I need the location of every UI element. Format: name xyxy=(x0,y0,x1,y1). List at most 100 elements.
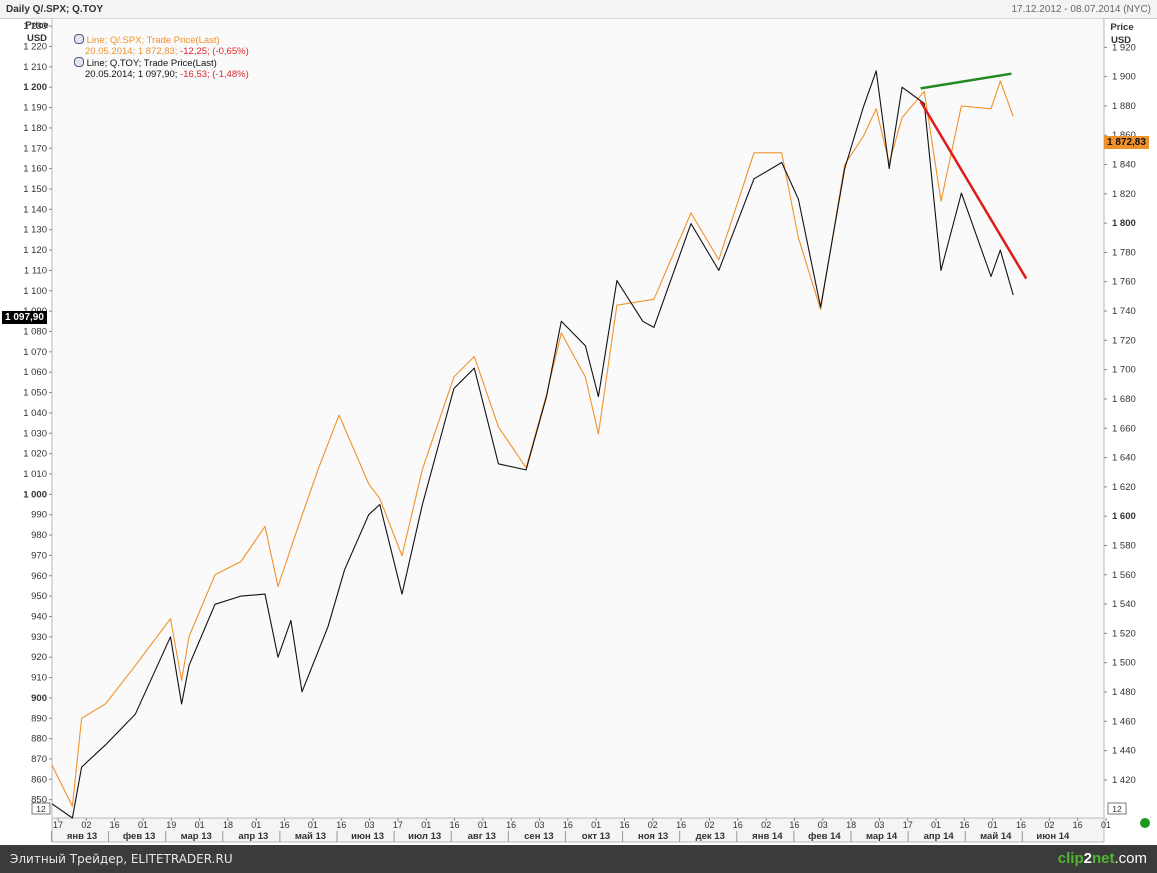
month-label: май 14 xyxy=(980,831,1012,842)
right-axis-unit: USD xyxy=(1111,35,1131,46)
x-tick-label: 02 xyxy=(81,820,91,830)
right-tick-label: 1 780 xyxy=(1112,247,1136,258)
legend-spx-change: -12,25; (-0,65%) xyxy=(180,46,249,57)
left-tick-label: 1 020 xyxy=(23,449,47,460)
legend-toy-change: -16,53; (-1,48%) xyxy=(180,69,249,80)
left-tick-label: 1 150 xyxy=(23,184,47,195)
left-corner-box xyxy=(31,802,51,815)
left-tick-label: 970 xyxy=(31,550,47,561)
left-tick-label: 1 070 xyxy=(23,347,47,358)
x-tick-label: 03 xyxy=(874,820,884,830)
month-label: окт 13 xyxy=(582,831,610,842)
x-tick-label: 01 xyxy=(308,820,318,830)
month-label: янв 14 xyxy=(752,831,783,842)
legend-spx-label: Line; Q/.SPX; Trade Price(Last) xyxy=(86,35,220,46)
right-tick-label: 1 880 xyxy=(1112,101,1136,112)
left-tick-label: 1 210 xyxy=(23,62,47,73)
x-tick-label: 16 xyxy=(733,820,743,830)
right-tick-label: 1 480 xyxy=(1112,687,1136,698)
x-tick-label: 01 xyxy=(478,820,488,830)
right-tick-label: 1 840 xyxy=(1112,160,1136,171)
legend-toy-label: Line; Q.TOY; Trade Price(Last) xyxy=(86,58,217,69)
month-label: июл 13 xyxy=(408,831,441,842)
month-label: янв 13 xyxy=(67,831,97,842)
x-tick-label: 01 xyxy=(988,820,998,830)
left-corner-label: 12 xyxy=(36,804,46,814)
x-tick-label: 03 xyxy=(535,820,545,830)
left-tick-label: 940 xyxy=(31,611,47,622)
month-label: фев 14 xyxy=(808,831,841,842)
left-axis: 850 860 870 880 890 900 910 920 930 940 950 960 970 9… xyxy=(23,21,52,806)
left-tick-label: 960 xyxy=(31,571,47,582)
month-label: апр 14 xyxy=(924,831,955,842)
status-indicator xyxy=(1140,818,1150,828)
legend-toy-values: 20.05.2014; 1 097,90; -16,53; (-1,48%) xyxy=(74,69,249,80)
left-tick-label: 1 170 xyxy=(23,143,47,154)
x-tick-label: 02 xyxy=(648,820,658,830)
left-tick-label: 980 xyxy=(31,530,47,541)
left-tick-label: 860 xyxy=(31,774,47,785)
month-label: июн 13 xyxy=(351,831,384,842)
right-axis: 1 420 1 440 1 460 1 480 1 500 1 520 1 540 1 560… xyxy=(1104,42,1136,786)
legend-toy-date-value: 20.05.2014; 1 097,90; xyxy=(85,69,178,80)
x-tick-label: 03 xyxy=(365,820,375,830)
left-tick-label: 870 xyxy=(31,754,47,765)
month-label: авг 13 xyxy=(468,831,496,842)
left-tick-label: 1 060 xyxy=(23,367,47,378)
month-label: ноя 13 xyxy=(638,831,668,842)
month-label: апр 13 xyxy=(238,831,268,842)
month-label: фев 13 xyxy=(123,831,156,842)
x-axis-band xyxy=(51,817,1105,843)
left-tick-label: 1 100 xyxy=(23,286,47,297)
left-tick-label: 850 xyxy=(31,795,47,806)
right-tick-label: 1 560 xyxy=(1112,570,1136,581)
right-tick-label: 1 760 xyxy=(1112,277,1136,288)
right-tick-label: 1 900 xyxy=(1112,72,1136,83)
last-price-badge-right: 1 872,83 xyxy=(1104,136,1149,149)
uptrend-line xyxy=(920,72,1012,90)
x-tick-label: 02 xyxy=(1044,820,1054,830)
legend-spx-row[interactable]: Line; Q/.SPX; Trade Price(Last) xyxy=(74,34,249,46)
trendlines xyxy=(919,72,1028,280)
left-tick-label: 1 030 xyxy=(23,428,47,439)
legend-toy-row[interactable]: Line; Q.TOY; Trade Price(Last) xyxy=(74,57,249,69)
x-tick-label: 17 xyxy=(53,820,63,830)
price-chart[interactable]: 850 860 870 880 890 900 910 920 930 940 950 960 970 9… xyxy=(0,18,1157,845)
right-tick-label: 1 540 xyxy=(1112,599,1136,610)
series-group xyxy=(51,70,1014,819)
footer-bar: Элитный Трейдер, ELITETRADER.RU clip2net… xyxy=(0,845,1157,873)
x-tick-label: 01 xyxy=(931,820,941,830)
legend: Line; Q/.SPX; Trade Price(Last) 20.05.20… xyxy=(74,34,249,80)
right-tick-label: 1 920 xyxy=(1112,42,1136,53)
x-tick-label: 19 xyxy=(166,820,176,830)
downtrend-line xyxy=(919,100,1028,280)
x-tick-label: 16 xyxy=(1073,820,1083,830)
month-label: май 13 xyxy=(295,831,326,842)
x-tick-label: 02 xyxy=(761,820,771,830)
right-tick-label: 1 800 xyxy=(1112,218,1136,229)
left-tick-label: 990 xyxy=(31,510,47,521)
left-tick-label: 1 040 xyxy=(23,408,47,419)
right-tick-label: 1 440 xyxy=(1112,746,1136,757)
x-tick-label: 17 xyxy=(903,820,913,830)
month-label: сен 13 xyxy=(524,831,554,842)
x-tick-label: 16 xyxy=(450,820,460,830)
date-range: 17.12.2012 - 08.07.2014 (NYC) xyxy=(1011,4,1151,15)
x-axis: 17 02 16 01 19 01 18 01 16 01 16 03 17 01 16 01 16 03 16 01… xyxy=(50,817,1111,843)
x-tick-label: 16 xyxy=(506,820,516,830)
x-tick-label: 18 xyxy=(223,820,233,830)
x-tick-label: 01 xyxy=(195,820,205,830)
right-tick-label: 1 640 xyxy=(1112,453,1136,464)
right-tick-label: 1 460 xyxy=(1112,716,1136,727)
x-tick-label: 02 xyxy=(704,820,714,830)
legend-spx-date-value: 20.05.2014; 1 872,83; xyxy=(85,46,178,57)
right-tick-label: 1 740 xyxy=(1112,306,1136,317)
left-tick-label: 1 010 xyxy=(23,469,47,480)
x-tick-label: 16 xyxy=(789,820,799,830)
right-axis-title: Price xyxy=(1110,22,1133,33)
month-label: мар 14 xyxy=(866,831,898,842)
left-tick-label: 1 180 xyxy=(23,123,47,134)
last-price-badge-left: 1 097,90 xyxy=(2,311,47,324)
x-tick-label: 16 xyxy=(280,820,290,830)
month-label: июн 14 xyxy=(1036,831,1070,842)
